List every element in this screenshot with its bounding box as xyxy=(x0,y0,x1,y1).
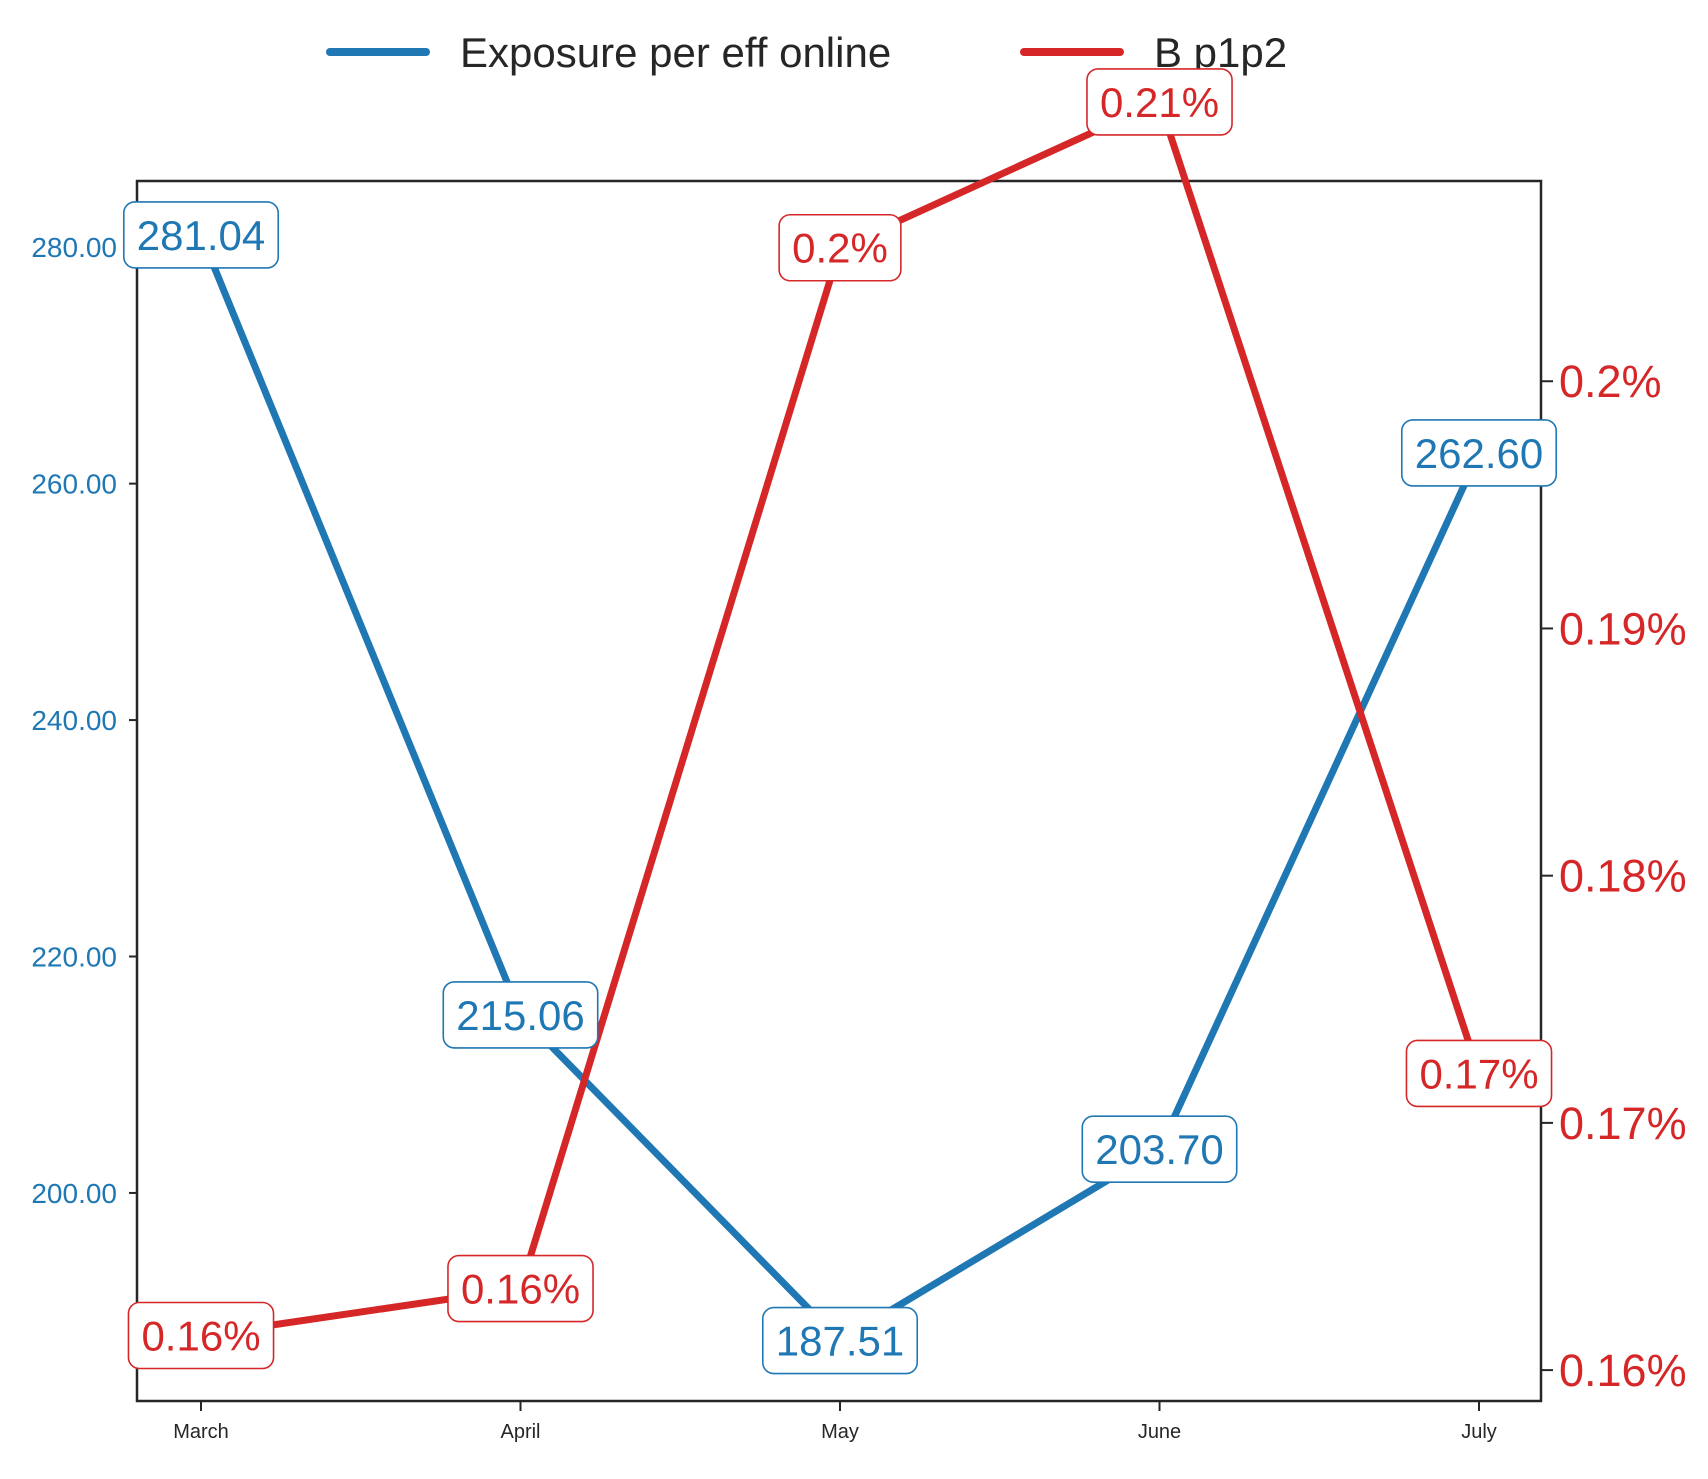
right-axis-tick-label: 0.19% xyxy=(1559,603,1687,654)
data-label-box xyxy=(1405,1039,1553,1108)
x-axis-tick-label: July xyxy=(1461,1421,1497,1443)
data-label-text: 0.16% xyxy=(141,1312,260,1359)
data-label-b-p1p2: 0.21% xyxy=(1086,68,1233,136)
legend-label: Exposure per eff online xyxy=(460,29,891,76)
data-label-box xyxy=(442,981,599,1049)
data-label-b-p1p2: 0.16% xyxy=(447,1254,594,1323)
data-label-text: 262.60 xyxy=(1415,430,1543,477)
left-axis-tick-label: 260.00 xyxy=(31,469,117,500)
right-axis-tick-label: 0.16% xyxy=(1559,1345,1687,1396)
axes: 200.00 220.00 240.00 260.00 280.00 0.16% 0.17%… xyxy=(31,232,1686,1443)
data-label-exposure-per-eff-online: 281.04 xyxy=(122,201,280,269)
plot-frame xyxy=(135,179,1543,1403)
data-label-box xyxy=(1400,419,1558,487)
right-axis-tick-label: 0.18% xyxy=(1559,851,1687,902)
data-label-box xyxy=(447,1254,594,1323)
data-labels: 281.04 215.06 187.51 203.70 262.60 0.16% 0.16%… xyxy=(122,68,1558,1375)
x-axis-tick-label: April xyxy=(500,1421,540,1443)
right-axis-tick-label: 0.2% xyxy=(1559,356,1662,407)
data-label-text: 187.51 xyxy=(776,1318,904,1365)
data-label-b-p1p2: 0.2% xyxy=(778,213,902,282)
data-label-text: 0.17% xyxy=(1419,1050,1538,1097)
left-axis-tick-label: 200.00 xyxy=(31,1178,117,1209)
data-label-text: 0.21% xyxy=(1100,79,1219,126)
x-axis-tick-label: May xyxy=(821,1421,859,1443)
left-axis-tick-label: 240.00 xyxy=(31,705,117,736)
x-axis-tick-label: March xyxy=(173,1421,229,1443)
legend-item-exposure-per-eff-online: Exposure per eff online xyxy=(326,29,891,76)
series-lines xyxy=(197,98,1483,1345)
data-label-box xyxy=(1086,68,1233,136)
left-axis-tick-label: 220.00 xyxy=(31,942,117,973)
data-label-text: 203.70 xyxy=(1095,1126,1223,1173)
data-label-text: 0.16% xyxy=(461,1266,580,1313)
left-axis-tick-label: 280.00 xyxy=(31,232,117,263)
right-axis-tick-label: 0.17% xyxy=(1559,1098,1687,1149)
data-label-box xyxy=(778,213,902,282)
data-label-exposure-per-eff-online: 203.70 xyxy=(1081,1115,1238,1183)
data-label-b-p1p2: 0.16% xyxy=(127,1301,275,1370)
data-label-box xyxy=(761,1306,919,1375)
chart-legend: Exposure per eff online B p1p2 xyxy=(326,29,1287,76)
x-axis-tick-label: June xyxy=(1138,1421,1181,1443)
data-label-box xyxy=(1081,1115,1238,1183)
data-label-box xyxy=(122,201,280,269)
data-label-exposure-per-eff-online: 262.60 xyxy=(1400,419,1558,487)
data-label-text: 215.06 xyxy=(456,992,584,1039)
data-label-b-p1p2: 0.17% xyxy=(1405,1039,1553,1108)
data-label-box xyxy=(127,1301,275,1370)
series-line-exposure-per-eff-online xyxy=(197,233,1483,1345)
data-label-exposure-per-eff-online: 215.06 xyxy=(442,981,599,1049)
data-label-exposure-per-eff-online: 187.51 xyxy=(761,1306,919,1375)
data-label-text: 281.04 xyxy=(137,212,265,259)
series-line-b-p1p2 xyxy=(200,98,1483,1339)
data-label-text: 0.2% xyxy=(792,225,888,272)
